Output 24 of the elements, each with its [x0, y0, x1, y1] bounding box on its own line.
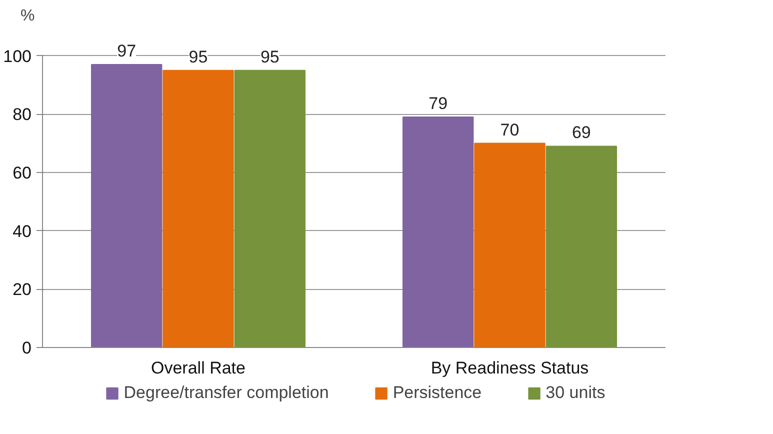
bar: [91, 64, 162, 348]
bar: [474, 142, 546, 348]
legend-label: Degree/transfer completion: [124, 383, 329, 403]
y-tick-label: 80: [12, 105, 32, 124]
data-label: 97: [117, 42, 136, 61]
legend-label: Persistence: [392, 383, 482, 403]
bar: [402, 116, 474, 348]
y-tick-label: 20: [12, 280, 32, 300]
legend-label: 30 units: [546, 383, 606, 403]
data-label: 95: [188, 47, 208, 66]
x-tick-label: Overall Rate: [151, 358, 246, 378]
bar: [546, 146, 617, 348]
y-axis-title: %: [20, 8, 35, 24]
data-label: 69: [572, 123, 591, 142]
bar: [234, 70, 306, 348]
bar: [162, 70, 234, 348]
y-tick-label: 0: [22, 338, 32, 358]
data-label: 95: [260, 47, 280, 66]
x-tick-label: By Readiness Status: [430, 358, 589, 378]
data-label: 79: [428, 94, 448, 114]
data-label: 70: [500, 120, 520, 140]
y-tick-label: 40: [12, 222, 32, 241]
y-tick-label: 100: [3, 46, 32, 66]
y-tick-label: 60: [12, 163, 32, 182]
